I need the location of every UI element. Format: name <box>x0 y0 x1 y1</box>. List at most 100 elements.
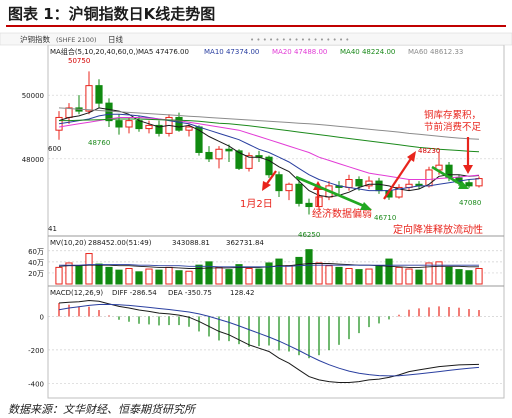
volume-bar-down <box>205 261 213 285</box>
volume-bar-down <box>195 264 203 285</box>
price-label-48230: 48230 <box>418 147 440 155</box>
candle-body-up <box>425 169 433 187</box>
period-label[interactable]: 日线 <box>108 34 123 44</box>
volume-bar-down <box>265 262 273 285</box>
macd-diff-line <box>58 299 480 383</box>
macd-histogram <box>58 303 480 359</box>
volume-axis: 60万 40万 20万 <box>28 248 44 278</box>
candle-body-down <box>195 126 203 153</box>
volume-bar-up <box>125 267 133 285</box>
candle-body-down <box>135 120 143 130</box>
macd-legend-label: MACD(12,26,9) <box>50 289 103 297</box>
candle-body-up <box>85 85 93 112</box>
annotation-jan2: 1月2日 <box>240 198 273 210</box>
grid-lines <box>48 94 504 384</box>
mv20-legend: 362731.84 <box>226 239 264 247</box>
volume-bar-down <box>415 269 423 285</box>
candle-body-down <box>95 85 103 104</box>
trend-arrow-down-2 <box>431 165 463 187</box>
annotations: 1月2日 经济数据偏弱 定向降准释放流动性 铜库存累积， 节前消费不足 <box>240 109 483 236</box>
price-label-46250: 46250 <box>298 231 320 239</box>
volume-bar-up <box>185 270 193 285</box>
ma20-legend: MA20 47488.00 <box>272 48 327 56</box>
volume-bar-down <box>385 258 393 285</box>
candle-body-up <box>185 126 193 131</box>
candle-body-down <box>275 174 283 192</box>
ma10-legend: MA10 47374.00 <box>204 48 259 56</box>
ma-legend: MA组合(5,10,20,40,60,0,) MA5 47476.00 MA10… <box>50 47 463 56</box>
price-axis: 50000 48000 <box>22 92 44 164</box>
arrow-jan2 <box>265 170 277 186</box>
volume-bar-up <box>475 267 483 285</box>
volume-bar-down <box>355 269 363 285</box>
volume-bar-up <box>435 261 443 285</box>
volume-legend: MV(10,20) 288452.00(51:49) 343088.81 362… <box>50 239 264 247</box>
candle-body-up <box>215 148 223 160</box>
candle-body-down <box>205 151 213 160</box>
candle-body-up <box>145 124 153 130</box>
annotation-inventory-2: 节前消费不足 <box>424 121 482 133</box>
candle-body-up <box>345 179 353 188</box>
macd-axis: 0 -200 -400 <box>28 313 44 388</box>
volume-tick-label: 20万 <box>28 270 44 278</box>
candle-body-down <box>305 202 313 208</box>
ma-line-ma60 <box>58 107 480 140</box>
volume-bar-down <box>225 269 233 285</box>
figure-title: 图表 1：沪铜指数日K线走势图 <box>8 5 216 23</box>
candle-body-up <box>55 116 63 131</box>
volume-bar-down <box>255 268 263 285</box>
macd-value-legend: 128.42 <box>230 289 255 297</box>
candle-body-up <box>125 120 133 128</box>
volume-bar-down <box>295 256 303 285</box>
trend-arrow-down-2-head <box>458 181 469 189</box>
candle-body-down <box>175 116 183 131</box>
price-tick-label: 50000 <box>22 92 44 100</box>
macd-legend: MACD(12,26,9) DIFF -286.54 DEA -350.75 1… <box>50 289 255 297</box>
mv-legend-label: MV(10,20) <box>50 239 87 247</box>
moving-average-lines <box>58 107 480 198</box>
volume-bar-up <box>405 268 413 285</box>
volume-bar-up <box>285 265 293 285</box>
volume-bar-down <box>305 249 313 285</box>
volume-ma-mv20 <box>59 264 479 268</box>
price-label-48760: 48760 <box>88 139 110 147</box>
volume-bar-down <box>75 265 83 285</box>
volume-bar-up <box>425 262 433 285</box>
scroll-dots: • • • • • • • • • • • • • • • • <box>250 36 349 44</box>
volume-bar-up <box>315 262 323 285</box>
ma5-legend: MA5 47476.00 <box>138 48 189 56</box>
volume-bar-up <box>165 266 173 285</box>
trend-arrow-down-1-head <box>360 202 372 210</box>
figure-title-bar: 图表 1：沪铜指数日K线走势图 <box>0 0 512 27</box>
volume-bar-down <box>445 266 453 285</box>
candle-body-down <box>355 179 363 187</box>
candle-body-up <box>475 178 483 187</box>
volume-bar-up <box>345 267 353 285</box>
arrow-jan2-head <box>262 181 271 191</box>
source-footer: 数据来源：文华财经、恒泰期货研究所 <box>8 403 195 416</box>
candle-body-down <box>295 183 303 204</box>
header-bar <box>0 32 512 46</box>
volume-bar-up <box>215 266 223 285</box>
volume-tick-label: 40万 <box>28 259 44 267</box>
volume-bar-up <box>55 266 63 285</box>
price-labels: 50750 48760 48230 46250 46710 47080 600 … <box>48 57 481 239</box>
ma60-legend: MA60 48612.33 <box>408 48 463 56</box>
volume-tick-label: 60万 <box>28 248 44 256</box>
volume-bar-up <box>245 267 253 285</box>
candle-body-up <box>395 186 403 198</box>
annotation-econ-weak: 经济数据偏弱 <box>312 207 372 220</box>
candle-body-down <box>225 148 233 152</box>
contract-code: (SHFE 2100) <box>56 36 97 44</box>
left-edge-label-41: 41 <box>48 225 57 233</box>
ma-line-ma40 <box>59 118 480 153</box>
volume-bar-up <box>395 266 403 285</box>
candle-body-down <box>375 180 383 192</box>
mv-legend-vol: 288452.00(51:49) <box>88 239 152 247</box>
chart-frame <box>47 44 505 399</box>
price-label-high: 50750 <box>68 57 90 65</box>
mv10-legend: 343088.81 <box>172 239 210 247</box>
macd-tick-label: -400 <box>28 380 44 388</box>
macd-dea-line <box>58 303 480 377</box>
macd-tick-label: -200 <box>28 347 44 355</box>
